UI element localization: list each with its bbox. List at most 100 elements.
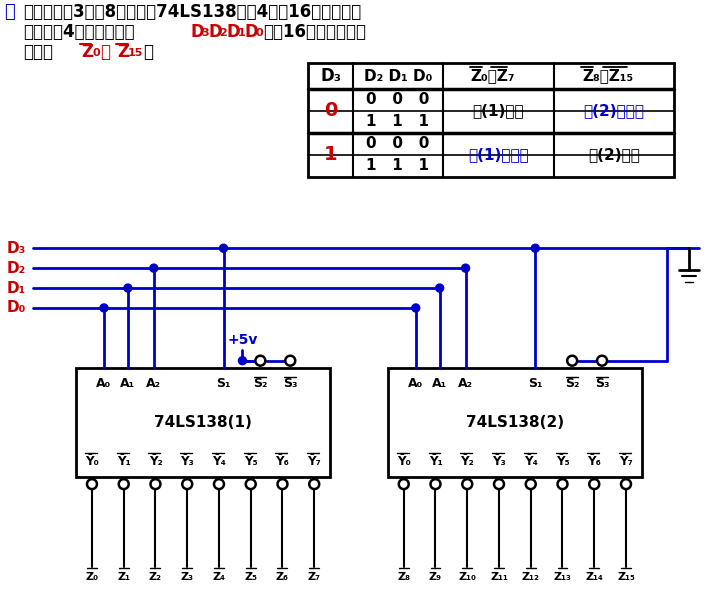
Text: Ȳ₃: Ȳ₃ bbox=[180, 455, 194, 468]
Text: Ȳ₄: Ȳ₄ bbox=[524, 455, 537, 468]
Text: 将输入的4位二进制代码: 将输入的4位二进制代码 bbox=[23, 23, 135, 41]
Text: Ȳ₁: Ȳ₁ bbox=[429, 455, 442, 468]
Bar bbox=[388, 368, 642, 477]
Text: 0: 0 bbox=[92, 48, 100, 58]
Text: 0   0   0: 0 0 0 bbox=[366, 92, 430, 107]
Circle shape bbox=[436, 284, 444, 292]
Text: Z̄₁₂: Z̄₁₂ bbox=[522, 572, 540, 582]
Text: D₁: D₁ bbox=[6, 281, 26, 295]
Circle shape bbox=[462, 479, 472, 489]
Text: Z₀～Z₇: Z₀～Z₇ bbox=[471, 69, 515, 83]
Text: A₂: A₂ bbox=[458, 377, 473, 390]
Circle shape bbox=[238, 357, 247, 365]
Text: Z̄₀: Z̄₀ bbox=[85, 572, 99, 582]
Text: D₂: D₂ bbox=[6, 260, 26, 276]
Text: Z̄₂: Z̄₂ bbox=[149, 572, 162, 582]
Circle shape bbox=[557, 479, 567, 489]
Text: Z̄₉: Z̄₉ bbox=[429, 572, 442, 582]
Text: Z̄₆: Z̄₆ bbox=[276, 572, 289, 582]
Circle shape bbox=[462, 264, 469, 272]
Text: S₃: S₃ bbox=[283, 377, 298, 390]
Text: Ȳ₃: Ȳ₃ bbox=[492, 455, 506, 468]
Circle shape bbox=[118, 479, 129, 489]
Circle shape bbox=[526, 479, 536, 489]
Text: D₃: D₃ bbox=[320, 67, 341, 85]
Circle shape bbox=[214, 479, 224, 489]
Text: S₁: S₁ bbox=[528, 377, 542, 390]
Text: 3: 3 bbox=[201, 28, 209, 38]
Circle shape bbox=[124, 284, 132, 292]
Circle shape bbox=[255, 356, 265, 366]
Text: Z̄₄: Z̄₄ bbox=[213, 572, 225, 582]
Text: A₀: A₀ bbox=[96, 377, 111, 390]
Bar bbox=[308, 63, 674, 176]
Circle shape bbox=[220, 244, 228, 252]
Text: 74LS138(2): 74LS138(2) bbox=[466, 415, 564, 430]
Text: Z: Z bbox=[81, 43, 93, 61]
Text: 译成16个独立的低电: 译成16个独立的低电 bbox=[263, 23, 367, 41]
Text: Z̄₁₅: Z̄₁₅ bbox=[617, 572, 635, 582]
Text: S₂: S₂ bbox=[565, 377, 579, 390]
Text: 1: 1 bbox=[324, 145, 337, 164]
Text: S₂: S₂ bbox=[253, 377, 267, 390]
Text: ～: ～ bbox=[100, 43, 110, 61]
Text: Ȳ₀: Ȳ₀ bbox=[397, 455, 411, 468]
Text: 。: 。 bbox=[143, 43, 153, 61]
Text: Ȳ₂: Ȳ₂ bbox=[149, 455, 162, 468]
Text: Z₈～Z₁₅: Z₈～Z₁₅ bbox=[582, 69, 633, 83]
Text: Ȳ₄: Ȳ₄ bbox=[212, 455, 226, 468]
Text: Z̄₁₄: Z̄₁₄ bbox=[586, 572, 603, 582]
Circle shape bbox=[150, 479, 160, 489]
Text: Ȳ₁: Ȳ₁ bbox=[117, 455, 130, 468]
Text: Z̄₇: Z̄₇ bbox=[308, 572, 320, 582]
Text: 例: 例 bbox=[4, 4, 15, 21]
Text: Z̄₁: Z̄₁ bbox=[117, 572, 130, 582]
Circle shape bbox=[531, 244, 540, 252]
Circle shape bbox=[597, 356, 607, 366]
Text: D: D bbox=[245, 23, 258, 41]
Circle shape bbox=[589, 479, 599, 489]
Text: 片(1)工作: 片(1)工作 bbox=[473, 104, 524, 118]
Circle shape bbox=[412, 304, 420, 312]
Circle shape bbox=[398, 479, 408, 489]
Text: D₀: D₀ bbox=[6, 301, 26, 316]
Text: A₂: A₂ bbox=[146, 377, 161, 390]
Text: A₁: A₁ bbox=[432, 377, 447, 390]
Text: Ȳ₆: Ȳ₆ bbox=[587, 455, 601, 468]
Circle shape bbox=[430, 479, 440, 489]
Text: D₂ D₁ D₀: D₂ D₁ D₀ bbox=[364, 69, 432, 83]
Text: +5v: +5v bbox=[228, 333, 257, 347]
Text: 0: 0 bbox=[255, 28, 263, 38]
Circle shape bbox=[87, 479, 97, 489]
Text: Ȳ₆: Ȳ₆ bbox=[276, 455, 289, 468]
Circle shape bbox=[621, 479, 631, 489]
Text: Z̄₁₀: Z̄₁₀ bbox=[458, 572, 476, 582]
Text: 2: 2 bbox=[220, 28, 228, 38]
Text: 1: 1 bbox=[238, 28, 245, 38]
Text: 片(2)不工作: 片(2)不工作 bbox=[584, 104, 644, 118]
Circle shape bbox=[277, 479, 287, 489]
Circle shape bbox=[100, 304, 108, 312]
Text: Z̄₁₃: Z̄₁₃ bbox=[554, 572, 571, 582]
Text: Z̄₃: Z̄₃ bbox=[181, 572, 194, 582]
Text: A₀: A₀ bbox=[408, 377, 423, 390]
Text: Ȳ₅: Ȳ₅ bbox=[244, 455, 257, 468]
Circle shape bbox=[285, 356, 295, 366]
Text: 平信号: 平信号 bbox=[23, 43, 53, 61]
Bar bbox=[76, 368, 330, 477]
Circle shape bbox=[182, 479, 192, 489]
Text: D₃: D₃ bbox=[6, 241, 26, 256]
Circle shape bbox=[246, 479, 256, 489]
Text: Z: Z bbox=[117, 43, 129, 61]
Text: D: D bbox=[226, 23, 240, 41]
Circle shape bbox=[150, 264, 158, 272]
Text: Ȳ₂: Ȳ₂ bbox=[460, 455, 474, 468]
Text: Z̄₅: Z̄₅ bbox=[244, 572, 257, 582]
Text: Z̄₁₁: Z̄₁₁ bbox=[490, 572, 508, 582]
Text: 0   0   0: 0 0 0 bbox=[366, 136, 430, 151]
Text: Z̄₈: Z̄₈ bbox=[397, 572, 411, 582]
Text: Ȳ₅: Ȳ₅ bbox=[556, 455, 569, 468]
Text: A₁: A₁ bbox=[121, 377, 135, 390]
Text: 片(2)工作: 片(2)工作 bbox=[588, 147, 640, 162]
Text: D: D bbox=[191, 23, 204, 41]
